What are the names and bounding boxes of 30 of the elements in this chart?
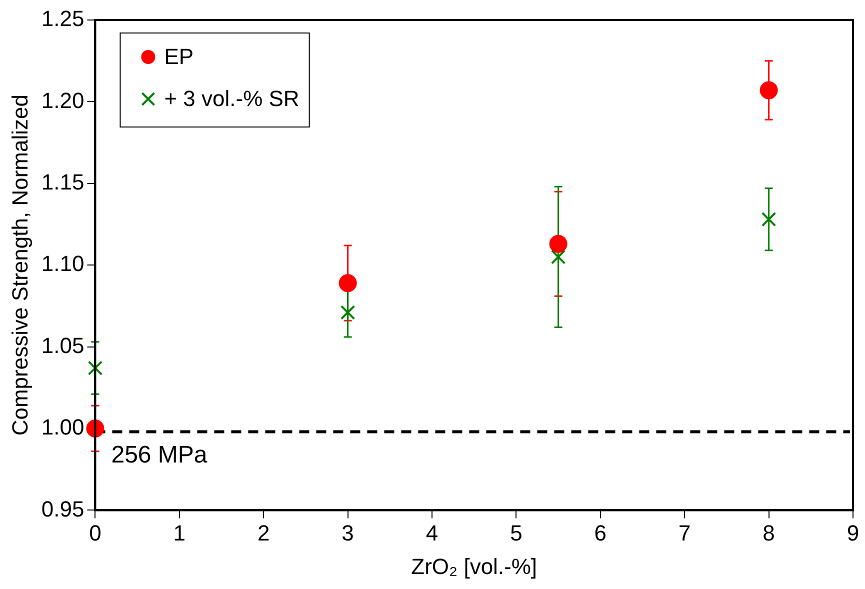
x-tick-label: 4 — [426, 520, 438, 546]
x-tick-label: 0 — [89, 520, 102, 546]
point — [340, 305, 356, 320]
y-tick-label: 1.25 — [41, 6, 84, 32]
point — [761, 212, 776, 227]
legend-label: EP — [164, 44, 194, 70]
point — [760, 81, 778, 100]
y-tick-label: 1.00 — [41, 414, 84, 440]
x-tick-label: 5 — [510, 520, 522, 546]
y-tick-label: 1.05 — [41, 332, 84, 358]
x-tick-label: 6 — [594, 520, 607, 546]
x-axis-title: ZrO₂ [vol.-%] — [411, 554, 538, 579]
y-tick-label: 0.95 — [41, 496, 84, 522]
point — [86, 420, 104, 438]
point — [88, 360, 103, 376]
x-tick-label: 3 — [342, 520, 354, 546]
x-tick-label: 8 — [762, 520, 775, 546]
point — [550, 250, 566, 264]
x-tick-label: 1 — [173, 520, 186, 546]
y-tick-label: 1.10 — [41, 251, 84, 276]
y-tick-label: 1.15 — [41, 169, 84, 194]
y-tick-label: 1.20 — [41, 88, 84, 113]
x-tick-label: 7 — [678, 520, 691, 546]
x-tick-label: 9 — [846, 520, 860, 546]
legend-label: + 3 vol.-% SR — [164, 86, 300, 112]
x-tick-label: 2 — [257, 520, 270, 546]
point — [338, 274, 357, 292]
point — [549, 234, 568, 253]
ref-line-label: 256 MPa — [111, 441, 208, 468]
y-axis-title: Compressive Strength, Normalized — [7, 94, 32, 436]
